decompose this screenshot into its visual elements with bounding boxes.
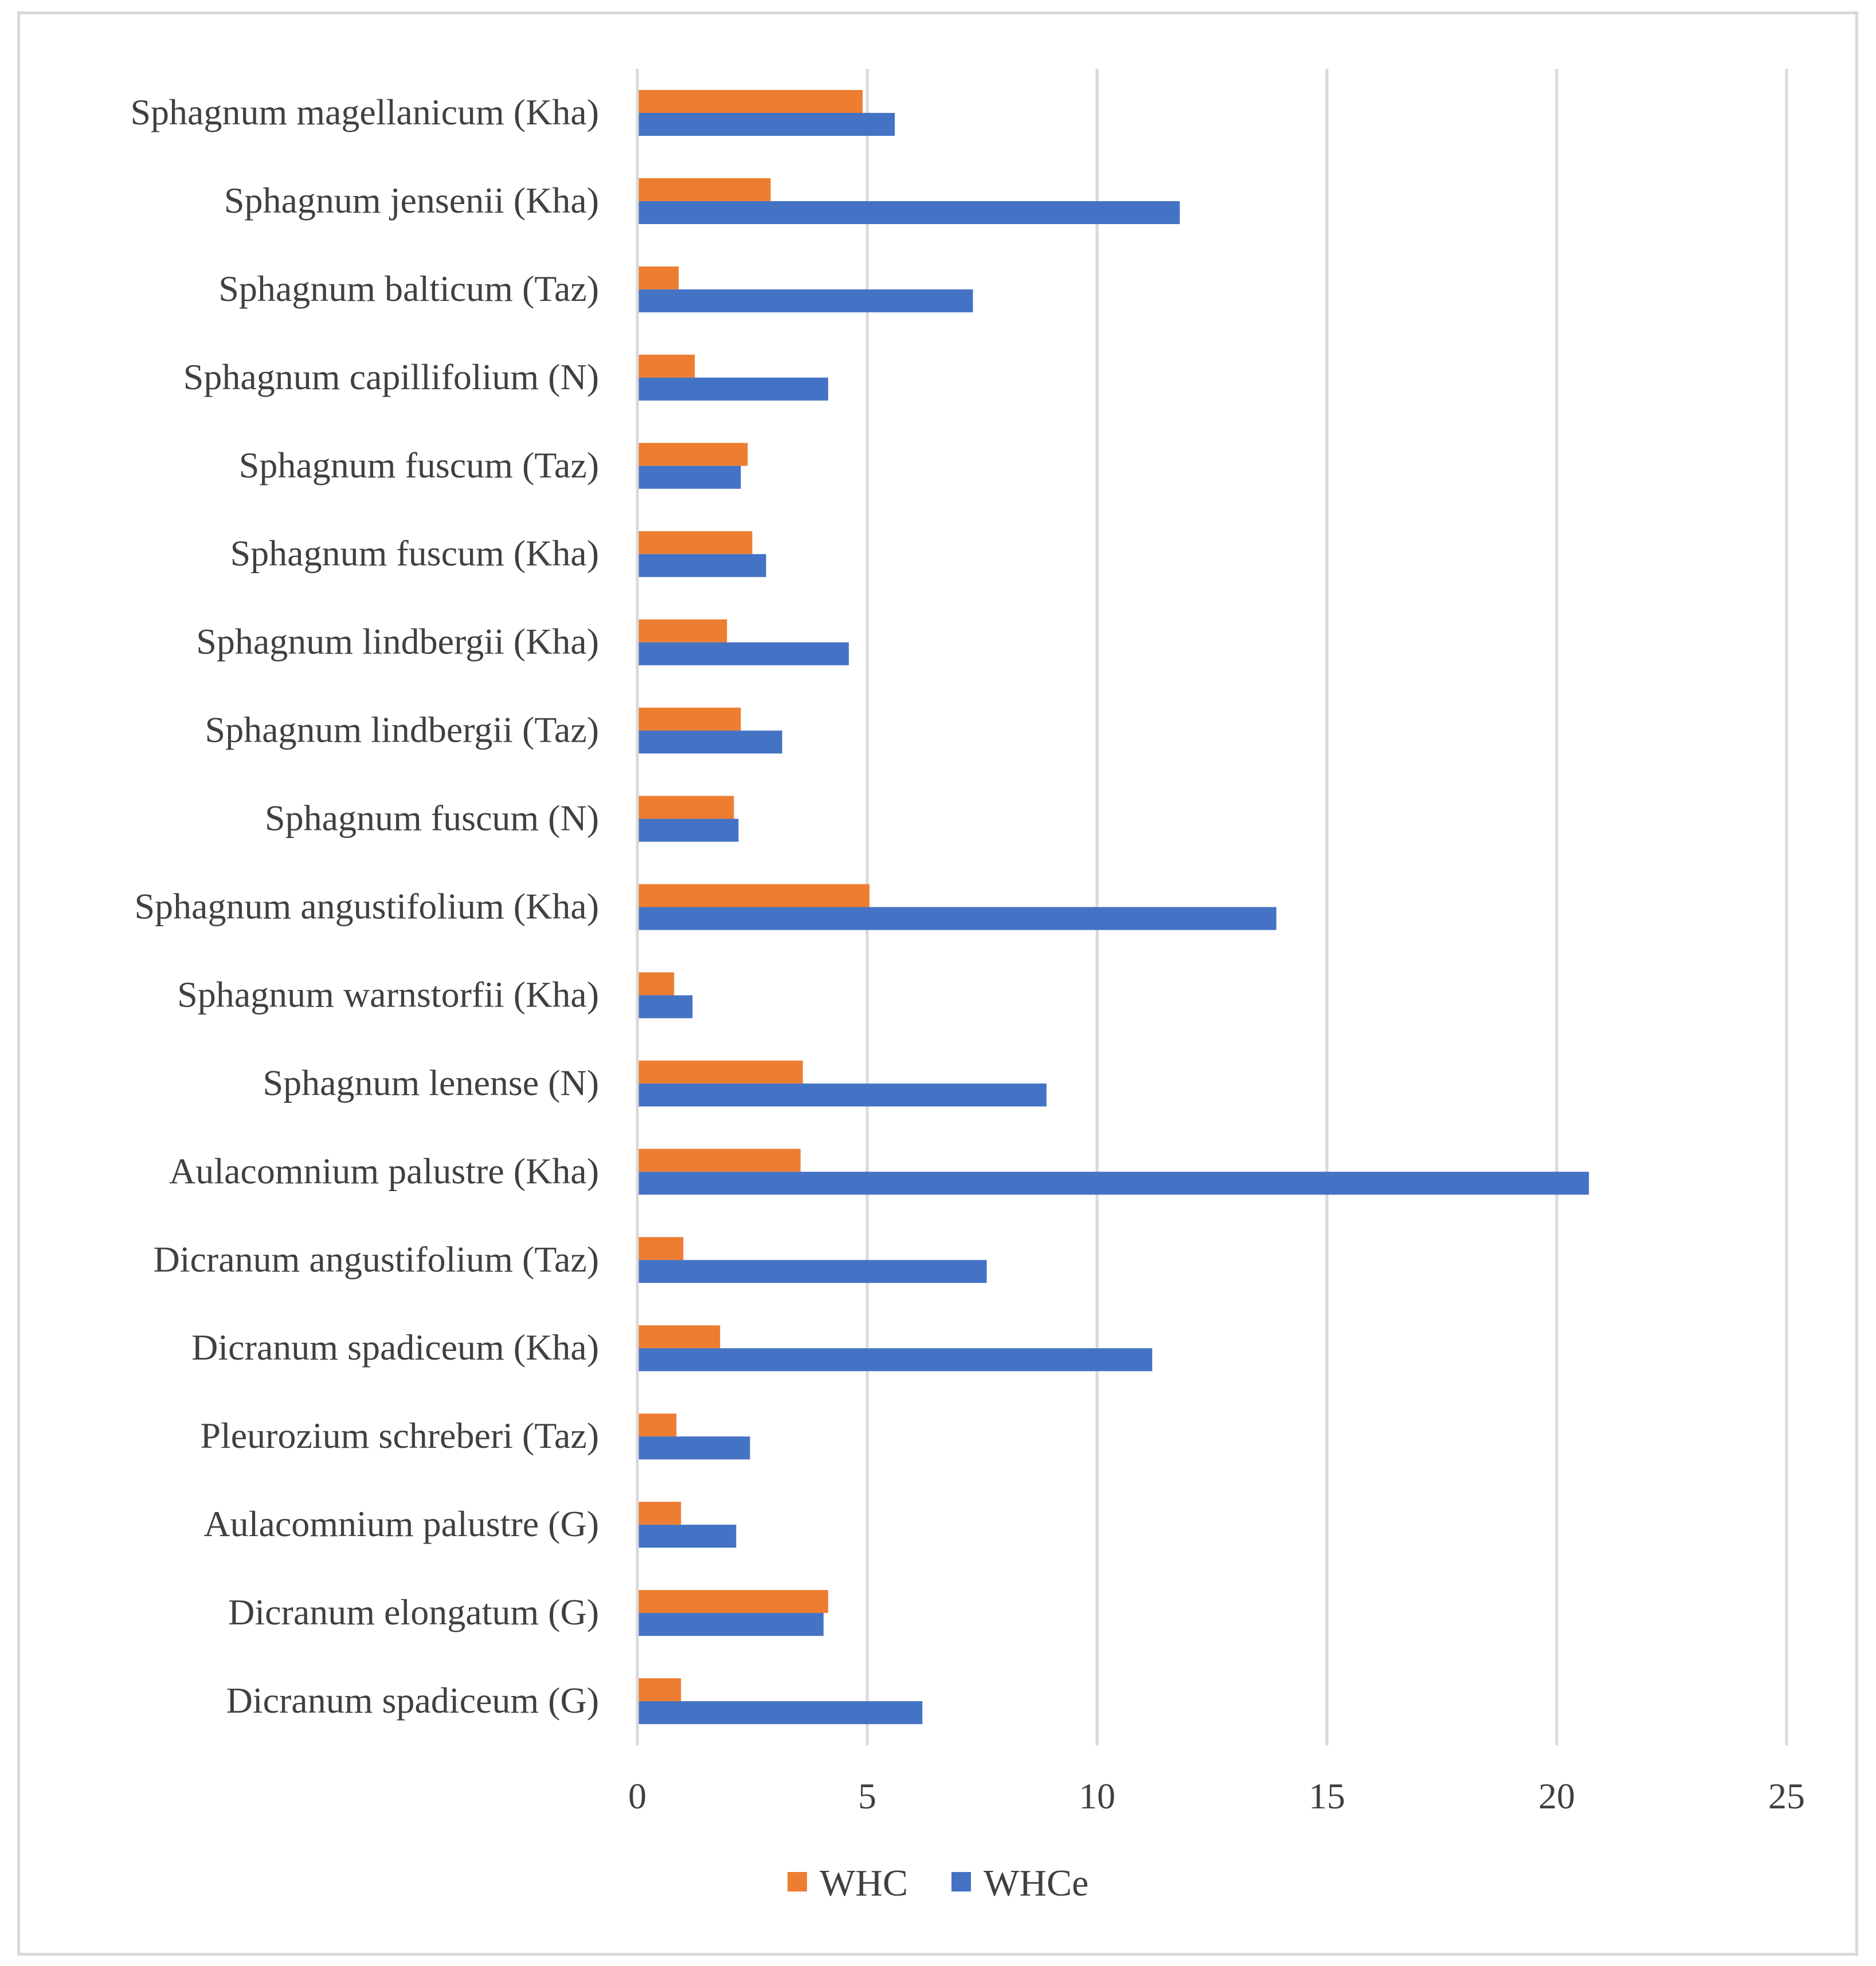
bar-whc-sphagnum-magellanicum-kha [637, 89, 863, 113]
tick-label-5: 5 [858, 1776, 876, 1816]
legend-swatch-whce [951, 1872, 971, 1891]
bar-whce-aulacomnium-palustre-kha [637, 1172, 1589, 1195]
bar-whc-sphagnum-lindbergii-taz [637, 707, 741, 731]
category-label-sphagnum-warnstorfii-kha: Sphagnum warnstorfii (Kha) [177, 974, 599, 1015]
bar-whce-sphagnum-warnstorfii-kha [637, 995, 693, 1019]
bar-whce-sphagnum-balticum-taz [637, 289, 973, 312]
category-label-aulacomnium-palustre-g: Aulacomnium palustre (G) [203, 1503, 599, 1544]
bars [637, 89, 1589, 1725]
bar-whce-aulacomnium-palustre-g [637, 1525, 737, 1548]
category-label-sphagnum-capillifolium-n: Sphagnum capillifolium (N) [183, 357, 599, 397]
chart-frame [17, 11, 1858, 1956]
category-label-dicranum-elongatum-g: Dicranum elongatum (G) [228, 1592, 599, 1632]
category-label-sphagnum-balticum-taz: Sphagnum balticum (Taz) [218, 268, 599, 309]
bar-whc-sphagnum-fuscum-n [637, 796, 734, 819]
bar-whc-dicranum-spadiceum-kha [637, 1325, 720, 1349]
tick-label-0: 0 [628, 1776, 647, 1816]
category-label-sphagnum-angustifolium-kha: Sphagnum angustifolium (Kha) [134, 886, 599, 927]
category-label-sphagnum-fuscum-n: Sphagnum fuscum (N) [265, 798, 599, 839]
bar-whce-dicranum-angustifolium-taz [637, 1260, 987, 1283]
tick-labels: 0 5 10 15 20 25 [628, 1776, 1805, 1816]
bar-whce-sphagnum-lenense-n [637, 1083, 1047, 1107]
bar-whc-sphagnum-warnstorfii-kha [637, 972, 675, 996]
category-label-dicranum-angustifolium-taz: Dicranum angustifolium (Taz) [154, 1239, 600, 1279]
category-label-pleurozium-schreberi-taz: Pleurozium schreberi (Taz) [200, 1415, 599, 1456]
category-label-sphagnum-lenense-n: Sphagnum lenense (N) [263, 1062, 599, 1103]
category-label-sphagnum-fuscum-taz: Sphagnum fuscum (Taz) [239, 445, 599, 485]
legend-label-whce: WHCe [984, 1862, 1088, 1904]
category-label-sphagnum-magellanicum-kha: Sphagnum magellanicum (Kha) [130, 92, 599, 132]
bar-whce-sphagnum-angustifolium-kha [637, 907, 1276, 930]
bar-whc-sphagnum-capillifolium-n [637, 354, 695, 378]
legend-swatch-whc [788, 1872, 807, 1891]
tick-label-25: 25 [1768, 1776, 1805, 1816]
category-label-sphagnum-jensenii-kha: Sphagnum jensenii (Kha) [224, 180, 599, 221]
bar-whc-sphagnum-jensenii-kha [637, 178, 771, 201]
bar-whc-sphagnum-fuscum-taz [637, 442, 748, 466]
bar-whc-pleurozium-schreberi-taz [637, 1413, 677, 1437]
category-label-dicranum-spadiceum-g: Dicranum spadiceum (G) [226, 1680, 599, 1721]
category-label-aulacomnium-palustre-kha: Aulacomnium palustre (Kha) [169, 1150, 599, 1191]
legend-label-whc: WHC [820, 1862, 908, 1904]
legend: WHC WHCe [788, 1862, 1088, 1904]
category-label-sphagnum-lindbergii-kha: Sphagnum lindbergii (Kha) [196, 621, 599, 662]
bar-whc-dicranum-elongatum-g [637, 1590, 828, 1613]
bar-whce-sphagnum-magellanicum-kha [637, 112, 895, 136]
bar-whce-sphagnum-fuscum-taz [637, 465, 741, 489]
bar-whce-pleurozium-schreberi-taz [637, 1436, 750, 1460]
bar-whc-dicranum-spadiceum-g [637, 1678, 682, 1702]
bar-whc-aulacomnium-palustre-kha [637, 1149, 801, 1172]
bar-whc-sphagnum-angustifolium-kha [637, 884, 870, 907]
bar-whc-sphagnum-lenense-n [637, 1060, 803, 1084]
bar-whce-sphagnum-lindbergii-kha [637, 642, 849, 665]
category-label-sphagnum-lindbergii-taz: Sphagnum lindbergii (Taz) [205, 710, 599, 750]
bar-whce-dicranum-spadiceum-kha [637, 1348, 1153, 1372]
tick-label-10: 10 [1079, 1776, 1115, 1816]
bar-whc-sphagnum-fuscum-kha [637, 531, 753, 554]
bar-whc-sphagnum-balticum-taz [637, 266, 679, 289]
bar-whc-sphagnum-lindbergii-kha [637, 619, 727, 643]
category-label-dicranum-spadiceum-kha: Dicranum spadiceum (Kha) [191, 1327, 599, 1368]
bar-whce-sphagnum-lindbergii-taz [637, 730, 782, 754]
category-label-sphagnum-fuscum-kha: Sphagnum fuscum (Kha) [230, 533, 599, 574]
tick-label-15: 15 [1309, 1776, 1345, 1816]
bar-whc-dicranum-angustifolium-taz [637, 1237, 684, 1260]
bar-whce-sphagnum-fuscum-n [637, 818, 739, 842]
bar-whce-sphagnum-jensenii-kha [637, 201, 1180, 224]
category-labels: Sphagnum magellanicum (Kha) Sphagnum jens… [130, 92, 599, 1721]
bar-whc-aulacomnium-palustre-g [637, 1502, 682, 1525]
bar-whce-sphagnum-fuscum-kha [637, 554, 766, 577]
bar-whce-sphagnum-capillifolium-n [637, 377, 828, 401]
tick-label-20: 20 [1538, 1776, 1575, 1816]
bar-whce-dicranum-elongatum-g [637, 1613, 824, 1636]
bar-whce-dicranum-spadiceum-g [637, 1701, 923, 1725]
